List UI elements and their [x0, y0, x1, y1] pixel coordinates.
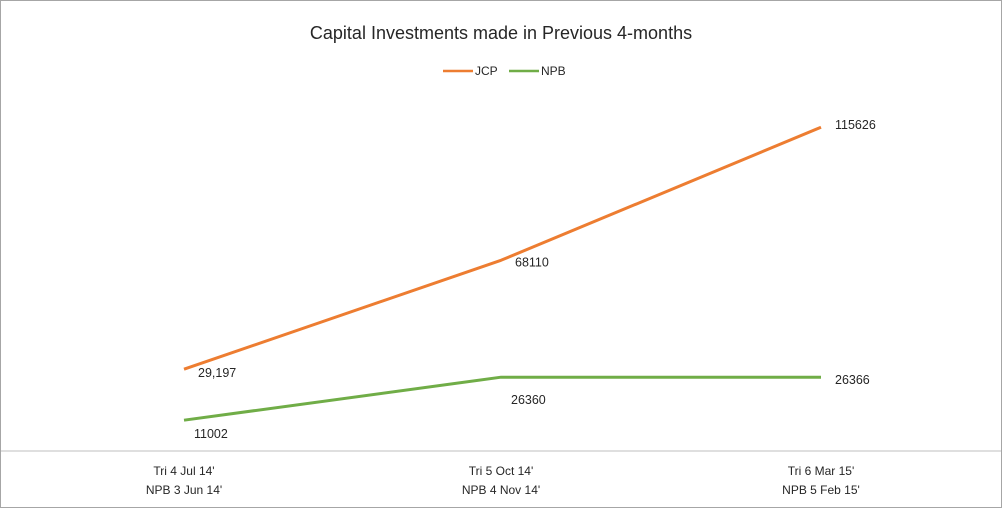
- x-axis-ticks: Tri 4 Jul 14' NPB 3 Jun 14' Tri 5 Oct 14' N…: [146, 464, 860, 497]
- series-layer: [183, 125, 822, 422]
- data-label-npb-1: 26360: [511, 393, 546, 407]
- data-label-jcp-1: 68110: [515, 255, 549, 269]
- data-label-npb-0: 11002: [194, 427, 228, 441]
- legend-label-npb: NPB: [541, 64, 566, 78]
- series-line-jcp: [183, 125, 822, 371]
- x-tick-label-0-0: Tri 4 Jul 14': [153, 464, 214, 478]
- x-tick-label-1-0: Tri 5 Oct 14': [469, 464, 534, 478]
- data-label-npb-2: 26366: [835, 373, 870, 387]
- legend: JCP NPB: [443, 64, 566, 78]
- chart-title: Capital Investments made in Previous 4-m…: [310, 23, 692, 43]
- series-line-npb: [183, 375, 821, 422]
- data-label-jcp-0: 29,197: [198, 366, 236, 380]
- x-tick-label-1-1: NPB 4 Nov 14': [462, 483, 540, 497]
- x-tick-label-2-1: NPB 5 Feb 15': [782, 483, 860, 497]
- data-label-jcp-2: 115626: [835, 118, 876, 132]
- legend-label-jcp: JCP: [475, 64, 498, 78]
- x-tick-label-0-1: NPB 3 Jun 14': [146, 483, 222, 497]
- data-label-layer: 29,197 68110 115626 11002 26360 26366: [194, 118, 876, 441]
- x-tick-label-2-0: Tri 6 Mar 15': [788, 464, 855, 478]
